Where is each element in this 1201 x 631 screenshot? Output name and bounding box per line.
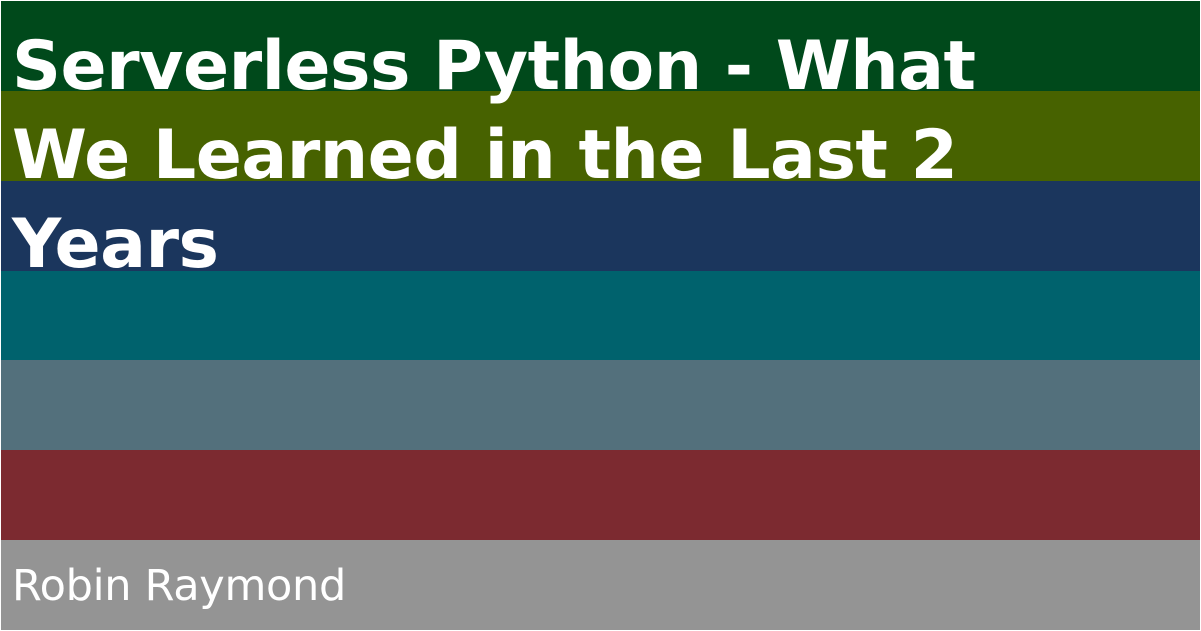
stripe-red <box>1 450 1200 541</box>
stripe-dark-green <box>1 1 1200 91</box>
stripe-olive <box>1 90 1200 181</box>
stripe-gray <box>1 540 1200 631</box>
speaker-name: Robin Raymond <box>12 561 346 611</box>
stripe-slate <box>1 360 1200 451</box>
stripe-navy <box>1 180 1200 271</box>
stripe-teal <box>1 270 1200 361</box>
talk-title: Serverless Python - What We Learned in t… <box>12 27 976 284</box>
